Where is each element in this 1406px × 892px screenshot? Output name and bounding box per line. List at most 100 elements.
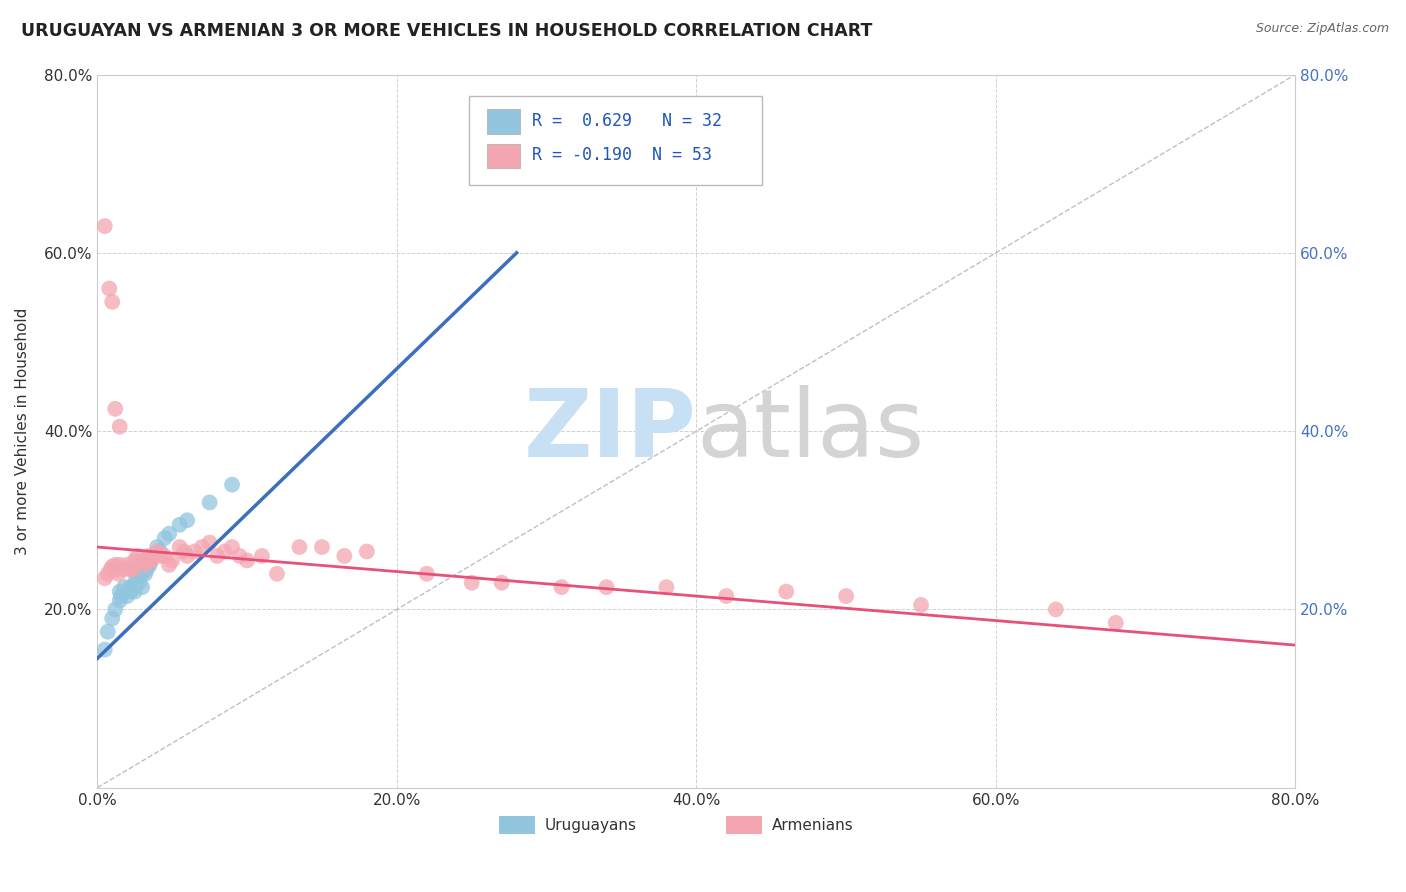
Point (97, 566, 120, 581)
Text: Uruguayans: Uruguayans (544, 818, 636, 833)
Point (128, 568, 150, 582)
Point (183, 544, 205, 558)
Point (198, 535, 221, 549)
Point (157, 526, 180, 541)
Point (266, 566, 288, 581)
Point (101, 559, 124, 574)
Point (173, 544, 195, 558)
Point (100, 562, 122, 576)
Point (176, 549, 198, 563)
Point (105, 562, 128, 576)
Point (550, 580, 572, 594)
Point (143, 549, 166, 563)
FancyBboxPatch shape (486, 110, 520, 134)
Point (136, 549, 159, 563)
FancyBboxPatch shape (499, 816, 534, 834)
Point (136, 558, 159, 572)
Point (104, 558, 127, 572)
Point (149, 549, 172, 563)
Point (153, 531, 176, 545)
FancyBboxPatch shape (727, 816, 762, 834)
Point (104, 602, 127, 616)
Point (176, 513, 198, 527)
Point (108, 584, 131, 599)
Point (228, 549, 250, 563)
Point (98, 281, 121, 295)
Point (93, 219, 115, 233)
Point (108, 593, 131, 607)
Point (112, 562, 135, 576)
Point (125, 571, 148, 585)
Point (655, 580, 678, 594)
Point (198, 495, 221, 509)
Text: ZIP: ZIP (523, 385, 696, 477)
Point (93, 571, 115, 585)
Point (1105, 615, 1128, 630)
Point (835, 589, 858, 603)
Text: R =  0.629   N = 32: R = 0.629 N = 32 (533, 112, 723, 130)
Point (120, 584, 142, 599)
Point (134, 566, 156, 581)
Y-axis label: 3 or more Vehicles in Household: 3 or more Vehicles in Household (15, 308, 30, 555)
Point (135, 562, 157, 576)
Point (120, 580, 142, 594)
FancyBboxPatch shape (468, 96, 762, 185)
Point (356, 544, 378, 558)
Point (716, 589, 738, 603)
Point (775, 584, 797, 599)
Text: Source: ZipAtlas.com: Source: ZipAtlas.com (1256, 22, 1389, 36)
Point (214, 544, 236, 558)
Point (169, 517, 191, 532)
Point (288, 540, 311, 554)
FancyBboxPatch shape (486, 144, 520, 168)
Point (122, 562, 145, 576)
Point (115, 558, 138, 572)
Point (128, 575, 150, 590)
Point (141, 553, 163, 567)
Point (138, 558, 160, 572)
Point (108, 419, 131, 434)
Point (169, 540, 191, 554)
Point (101, 294, 124, 309)
Point (141, 553, 163, 567)
Point (595, 580, 617, 594)
Point (120, 562, 142, 576)
Point (104, 401, 127, 416)
Point (110, 589, 132, 603)
Point (236, 553, 259, 567)
Text: URUGUAYAN VS ARMENIAN 3 OR MORE VEHICLES IN HOUSEHOLD CORRELATION CHART: URUGUAYAN VS ARMENIAN 3 OR MORE VEHICLES… (21, 22, 873, 40)
Point (160, 553, 183, 567)
Point (107, 566, 129, 581)
Point (131, 566, 153, 581)
Point (146, 540, 169, 554)
Point (910, 598, 932, 612)
Point (134, 558, 156, 572)
Point (124, 584, 146, 599)
Point (221, 540, 243, 554)
Point (311, 540, 333, 554)
Point (108, 558, 131, 572)
Point (191, 540, 214, 554)
Point (205, 549, 228, 563)
Point (1045, 602, 1067, 616)
Point (149, 544, 172, 558)
Text: atlas: atlas (696, 385, 925, 477)
Point (221, 477, 243, 491)
Point (125, 575, 148, 590)
Point (416, 566, 439, 581)
Point (460, 575, 482, 590)
Point (153, 549, 176, 563)
Point (491, 575, 513, 590)
Point (131, 553, 153, 567)
Point (131, 580, 153, 594)
Text: R = -0.190  N = 53: R = -0.190 N = 53 (533, 146, 713, 164)
Point (93, 642, 115, 657)
Point (333, 549, 356, 563)
Point (146, 544, 169, 558)
Point (124, 553, 146, 567)
Point (97, 624, 120, 639)
Point (157, 558, 180, 572)
Point (127, 549, 149, 563)
Point (112, 580, 135, 594)
Point (122, 580, 145, 594)
